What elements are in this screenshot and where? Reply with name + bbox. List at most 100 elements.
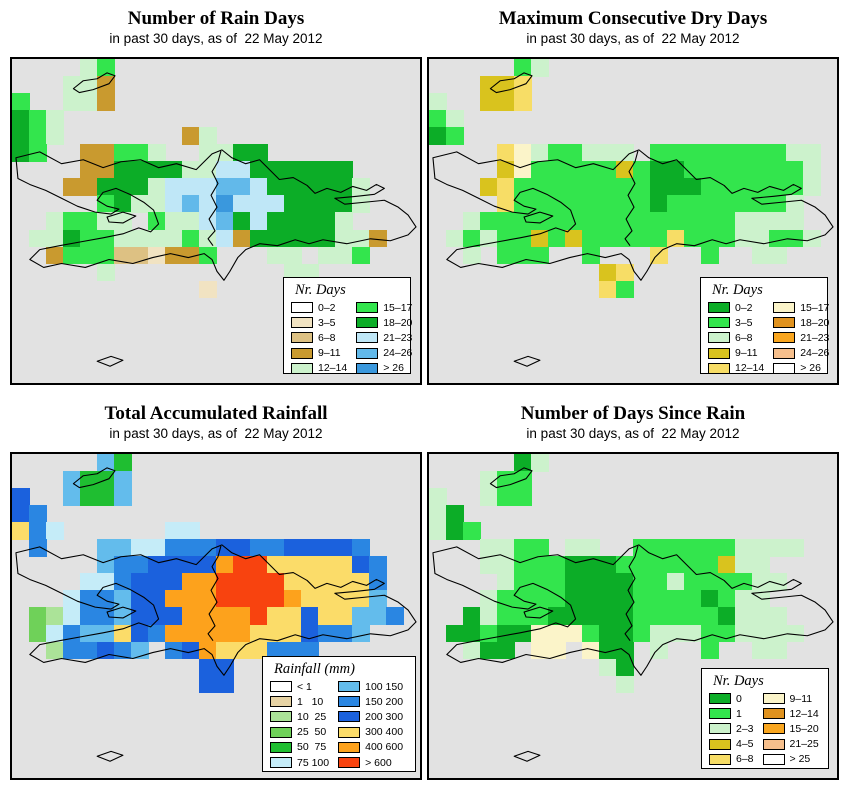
legend-swatch xyxy=(338,726,361,738)
raster-cell xyxy=(182,607,200,626)
raster-cell xyxy=(80,178,98,196)
legend-columns: 0–2 3–5 6–8 9–11 12–14 15–17 18–20 21–23 24–26 > … xyxy=(708,300,829,376)
raster-cell xyxy=(182,624,200,643)
raster-cell xyxy=(318,161,336,179)
raster-cell xyxy=(199,127,217,145)
raster-cell xyxy=(216,229,234,248)
raster-cell xyxy=(684,624,702,643)
panel-dry-days: Maximum Consecutive Dry Days in past 30 … xyxy=(427,8,839,385)
raster-cell xyxy=(301,556,319,574)
raster-cell xyxy=(148,607,166,626)
legend-label: 6–8 xyxy=(736,753,754,766)
raster-cell xyxy=(12,110,30,128)
raster-cell xyxy=(514,539,532,557)
raster-cell xyxy=(233,590,251,608)
raster-cell xyxy=(548,590,566,608)
raster-cell xyxy=(148,229,166,248)
raster-cell xyxy=(497,178,515,196)
raster-cell xyxy=(735,590,753,608)
legend-swatch xyxy=(338,696,361,708)
raster-cell xyxy=(752,624,770,643)
raster-cell xyxy=(148,178,166,196)
legend-label: 75 100 xyxy=(297,756,330,769)
raster-cell xyxy=(735,178,753,196)
legend-column: 0–2 3–5 6–8 9–11 12–14 xyxy=(291,300,347,376)
raster-cell xyxy=(497,93,515,111)
raster-cell xyxy=(131,573,149,591)
raster-cell xyxy=(463,607,481,626)
raster-cell xyxy=(352,539,370,557)
raster-cell xyxy=(633,556,651,574)
raster-cell xyxy=(735,161,753,179)
legend-swatch xyxy=(708,317,730,329)
raster-cell xyxy=(250,590,268,608)
raster-cell xyxy=(701,590,719,608)
raster-cell xyxy=(548,178,566,196)
raster-cell xyxy=(684,195,702,213)
raster-cell xyxy=(599,229,617,248)
raster-cell xyxy=(650,161,668,179)
raster-cell xyxy=(352,573,370,591)
raster-cell xyxy=(599,658,617,677)
legend-label: 21–23 xyxy=(800,331,830,344)
raster-cell xyxy=(250,556,268,574)
raster-cell xyxy=(667,161,685,179)
legend-entry: 9–11 xyxy=(708,346,764,361)
raster-cell xyxy=(616,263,634,282)
raster-cell xyxy=(250,195,268,213)
raster-cell xyxy=(97,229,115,248)
raster-cell xyxy=(12,522,30,540)
raster-cell xyxy=(267,229,285,248)
raster-cell xyxy=(250,229,268,248)
raster-cell xyxy=(667,590,685,608)
raster-cell xyxy=(701,624,719,643)
raster-cell xyxy=(718,161,736,179)
raster-cell xyxy=(97,454,115,472)
raster-cell xyxy=(582,144,600,162)
raster-cell xyxy=(497,471,515,489)
raster-cell xyxy=(80,212,98,231)
raster-cell xyxy=(599,280,617,299)
raster-cell xyxy=(114,178,132,196)
raster-cell xyxy=(352,178,370,196)
raster-cell xyxy=(63,590,81,608)
panel-title: Number of Days Since Rain xyxy=(520,403,746,424)
raster-cell xyxy=(565,539,583,557)
raster-cell xyxy=(633,573,651,591)
raster-cell xyxy=(582,539,600,557)
dry-days-map: Nr. Days 0–2 3–5 6–8 9–11 12–14 15–17 18–20 21–2… xyxy=(427,57,839,385)
raster-cell xyxy=(616,607,634,626)
raster-cell xyxy=(29,127,47,145)
raster-cell xyxy=(46,522,64,540)
raster-cell xyxy=(650,539,668,557)
raster-cell xyxy=(769,195,787,213)
raster-cell xyxy=(114,454,132,472)
raster-cell xyxy=(29,144,47,162)
raster-cell xyxy=(352,229,370,248)
raster-cell xyxy=(650,178,668,196)
legend-entry: 24–26 xyxy=(773,346,829,361)
legend-swatch xyxy=(291,362,313,374)
raster-cell xyxy=(684,556,702,574)
raster-cell xyxy=(582,195,600,213)
raster-cell xyxy=(335,161,353,179)
raster-cell xyxy=(233,195,251,213)
raster-cell xyxy=(301,195,319,213)
raster-cell xyxy=(514,195,532,213)
raster-cell xyxy=(131,607,149,626)
raster-cell xyxy=(352,590,370,608)
legend-box: Nr. Days 0 1 2–3 4–5 6–8 9–11 12–14 15–20 21–25 > … xyxy=(701,668,829,769)
raster-cell xyxy=(616,624,634,643)
raster-cell xyxy=(548,144,566,162)
raster-cell xyxy=(29,539,47,557)
legend-swatch xyxy=(291,332,313,344)
raster-cell xyxy=(446,110,464,128)
raster-cell xyxy=(335,246,353,265)
legend-title: Nr. Days xyxy=(713,673,764,689)
legend-columns: 0–2 3–5 6–8 9–11 12–14 15–17 18–20 21–23 24–26 > … xyxy=(291,300,412,376)
raster-cell xyxy=(531,573,549,591)
legend-label: 12–14 xyxy=(735,362,765,375)
raster-cell xyxy=(335,195,353,213)
raster-cell xyxy=(548,161,566,179)
raster-cell xyxy=(63,471,81,489)
